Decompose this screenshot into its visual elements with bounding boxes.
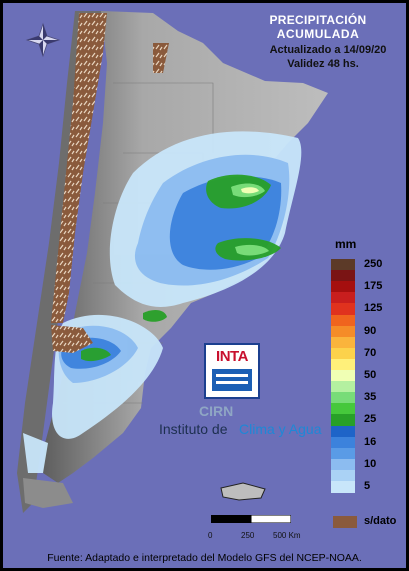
source-footer: Fuente: Adaptado e interpretado del Mode… xyxy=(47,552,362,564)
legend-no-data-label: s/dato xyxy=(364,515,397,527)
legend-swatch xyxy=(331,292,355,305)
legend-swatch xyxy=(331,370,355,382)
legend-swatch xyxy=(331,458,355,471)
legend-label: 35 xyxy=(364,391,377,404)
tierra-del-fuego xyxy=(23,478,73,508)
institute-name-highlight: Clima y Agua xyxy=(239,421,322,437)
validity-text: Validez 48 hs. xyxy=(287,58,359,70)
legend-swatch xyxy=(331,259,355,271)
legend-label: 175 xyxy=(364,280,383,293)
updated-date: Actualizado a 14/09/20 xyxy=(269,44,387,56)
legend-swatch xyxy=(331,336,355,349)
legend-label: 25 xyxy=(364,413,377,426)
legend-no-data-swatch xyxy=(333,516,357,528)
cirn-logo-text: CIRN xyxy=(199,403,234,419)
title-line-1: PRECIPITACIÓN xyxy=(269,13,367,27)
legend-label: 5 xyxy=(364,480,371,492)
legend-swatch xyxy=(331,314,355,327)
legend-swatch xyxy=(331,414,355,427)
legend-label: 125 xyxy=(364,302,383,315)
legend-swatch xyxy=(331,270,355,283)
legend-swatch xyxy=(331,447,355,460)
scale-label-250: 250 xyxy=(241,531,255,540)
scale-bar xyxy=(211,515,291,523)
legend-label: 70 xyxy=(364,346,377,359)
inta-logo-text: INTA xyxy=(216,348,248,365)
scale-label-0: 0 xyxy=(208,531,213,540)
compass-icon xyxy=(25,22,61,58)
legend-swatch xyxy=(331,381,355,394)
legend-unit: mm xyxy=(335,237,357,251)
legend-swatch xyxy=(331,481,355,493)
scale-label-500: 500 Km xyxy=(273,531,301,540)
legend-swatch xyxy=(331,469,355,482)
legend-swatch xyxy=(331,403,355,416)
legend-swatch xyxy=(331,436,355,449)
legend-label: 50 xyxy=(364,369,377,381)
legend-swatch xyxy=(331,325,355,338)
precip-50mm xyxy=(241,187,259,194)
legend-swatch xyxy=(331,358,355,371)
institute-name-prefix: Instituto de xyxy=(159,421,228,437)
malvinas-islands xyxy=(220,482,266,501)
legend-swatch xyxy=(331,425,355,438)
legend-label: 90 xyxy=(364,324,377,337)
legend-swatch xyxy=(331,281,355,294)
no-data-areas xyxy=(51,13,169,353)
legend-swatch xyxy=(331,347,355,360)
inta-logo: INTA xyxy=(204,343,260,399)
legend-label: 16 xyxy=(364,435,377,448)
title-line-2: ACUMULADA xyxy=(276,27,360,41)
legend-label: 250 xyxy=(364,258,383,270)
legend-swatch xyxy=(331,303,355,316)
legend-label: 10 xyxy=(364,457,377,470)
legend-swatch xyxy=(331,392,355,405)
precipitation-map xyxy=(17,11,328,513)
